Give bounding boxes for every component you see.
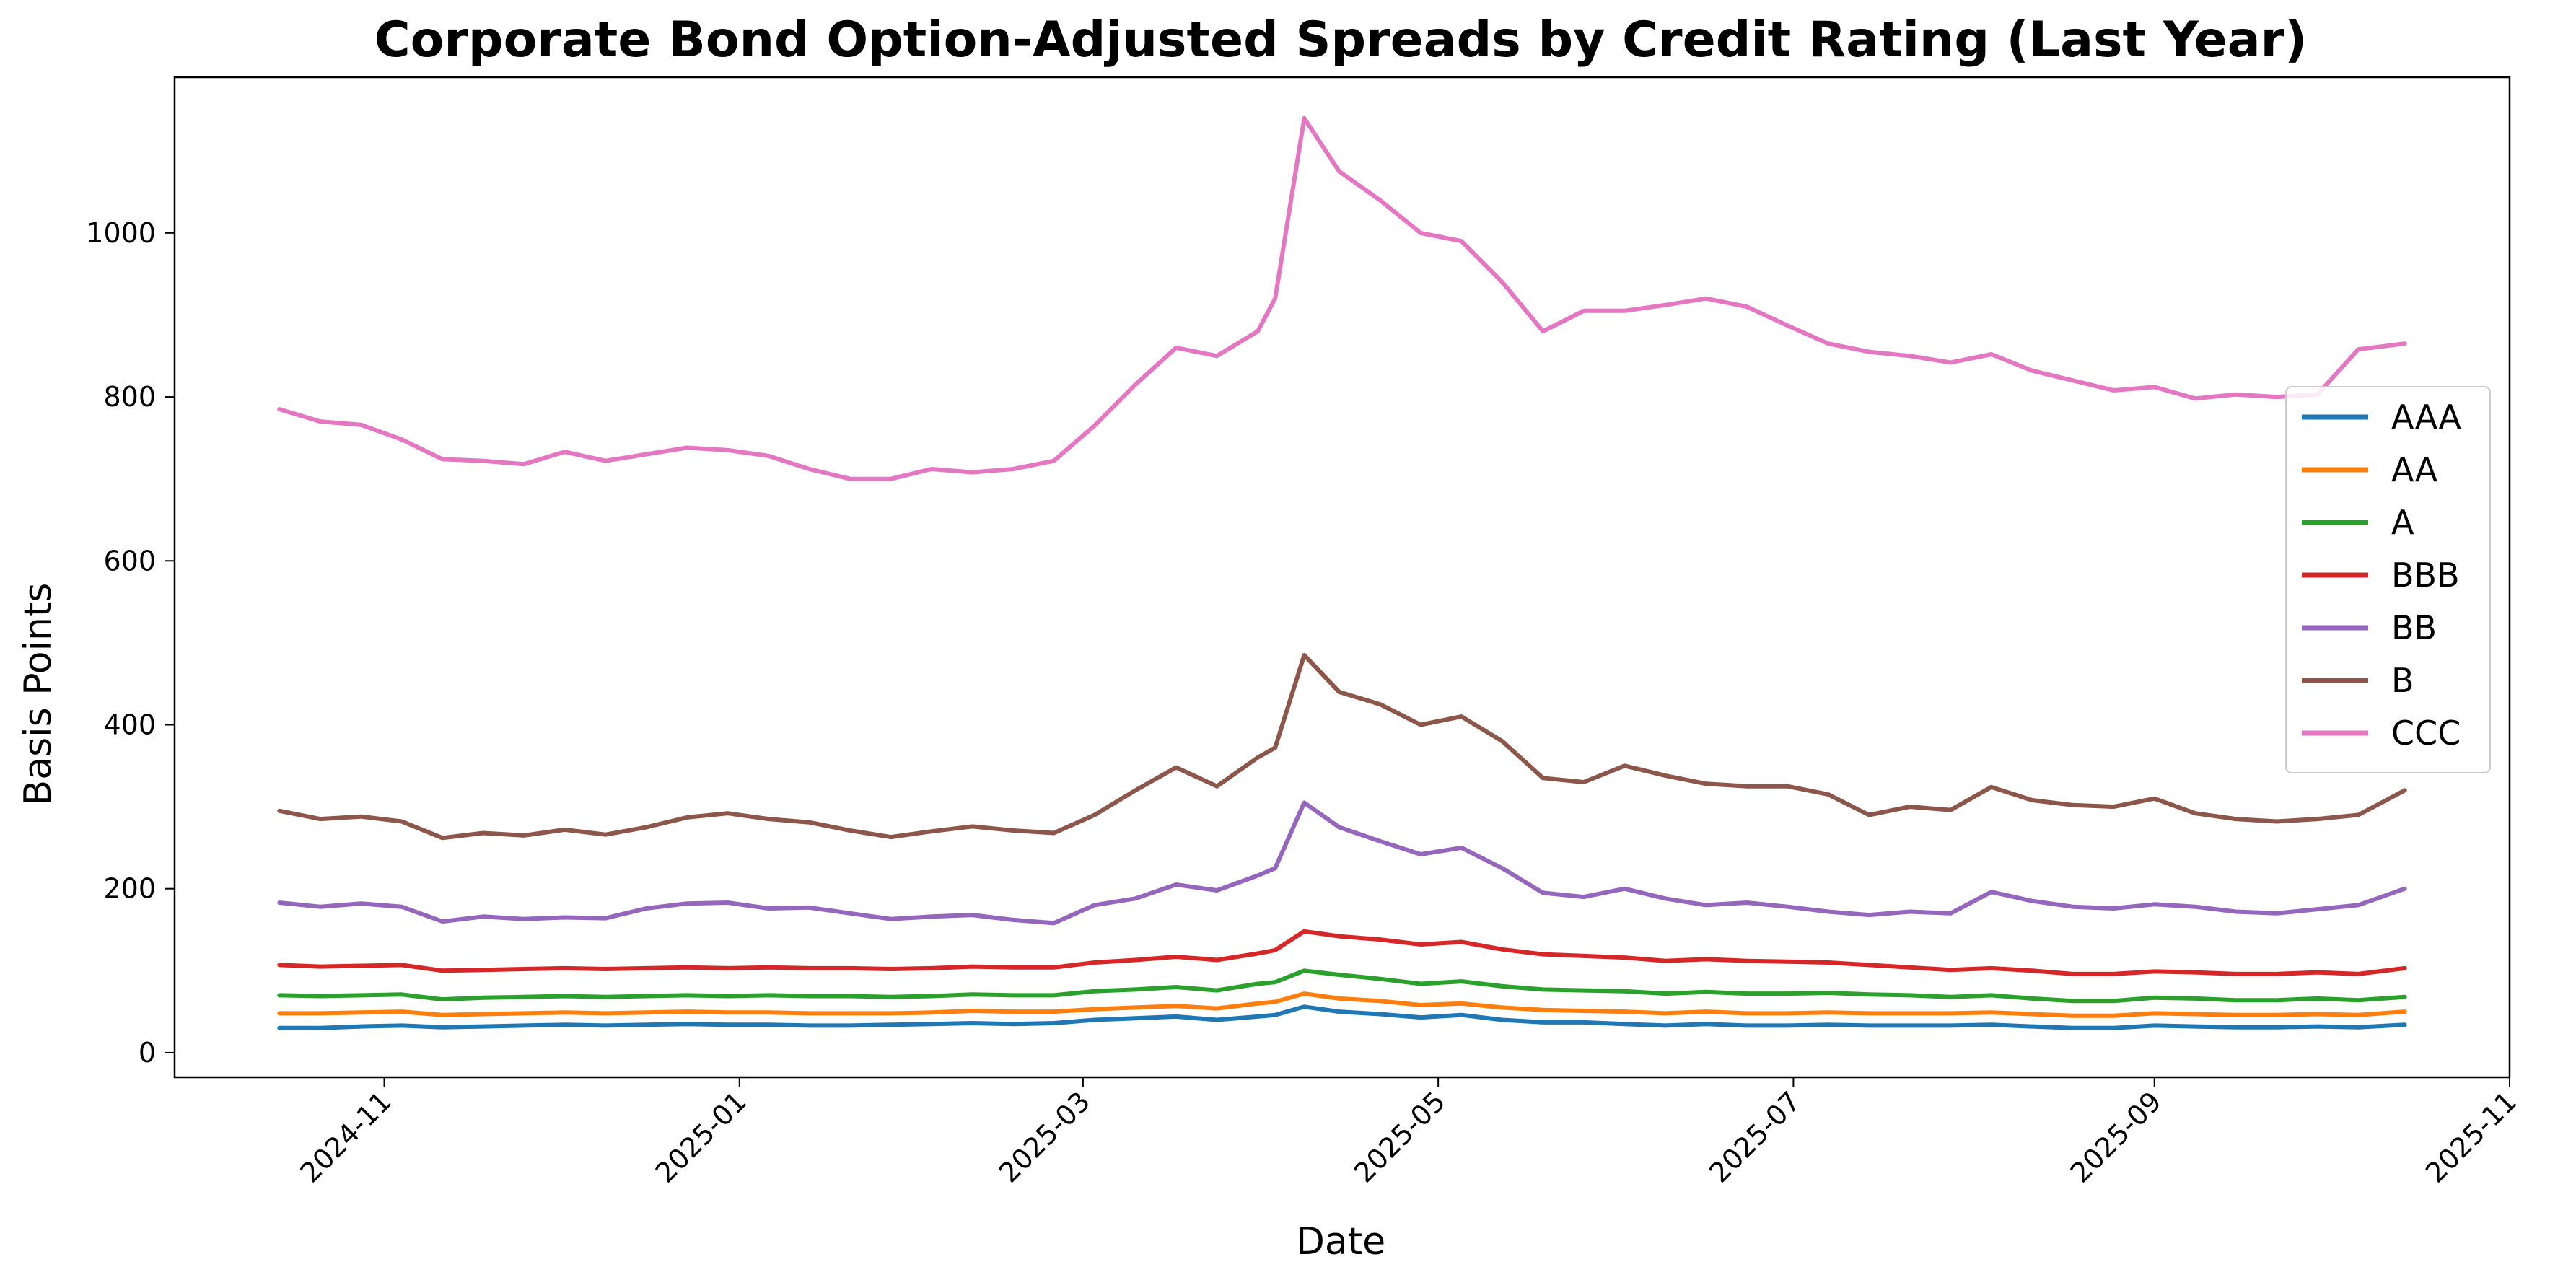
series-line-bb (277, 800, 2407, 926)
x-axis-label: Date (1296, 1220, 1385, 1263)
legend-label: CCC (2391, 714, 2461, 753)
series-line-a (277, 968, 2407, 1004)
y-axis-label: Basis Points (17, 583, 60, 806)
y-tick-label: 0 (139, 1037, 156, 1069)
series-line-aa (277, 991, 2407, 1018)
series-line-aaa (277, 1004, 2407, 1030)
chart-title: Corporate Bond Option-Adjusted Spreads b… (374, 12, 2308, 69)
series-line-b (277, 652, 2407, 841)
legend-label: B (2391, 661, 2414, 700)
legend-label: AA (2391, 450, 2438, 489)
legend-label: AAA (2391, 398, 2461, 437)
y-tick-label: 200 (103, 873, 156, 905)
plot-frame (173, 76, 2511, 1079)
series-line-ccc (277, 115, 2407, 481)
y-tick-label: 600 (103, 545, 156, 577)
y-tick-label: 800 (103, 381, 156, 413)
legend-label: A (2391, 503, 2414, 542)
legend-label: BB (2391, 608, 2437, 647)
legend-box (2285, 386, 2491, 773)
series-line-bbb (277, 929, 2407, 976)
legend-label: BBB (2391, 556, 2460, 595)
y-tick-label: 1000 (86, 217, 156, 249)
y-tick-label: 400 (103, 709, 156, 740)
